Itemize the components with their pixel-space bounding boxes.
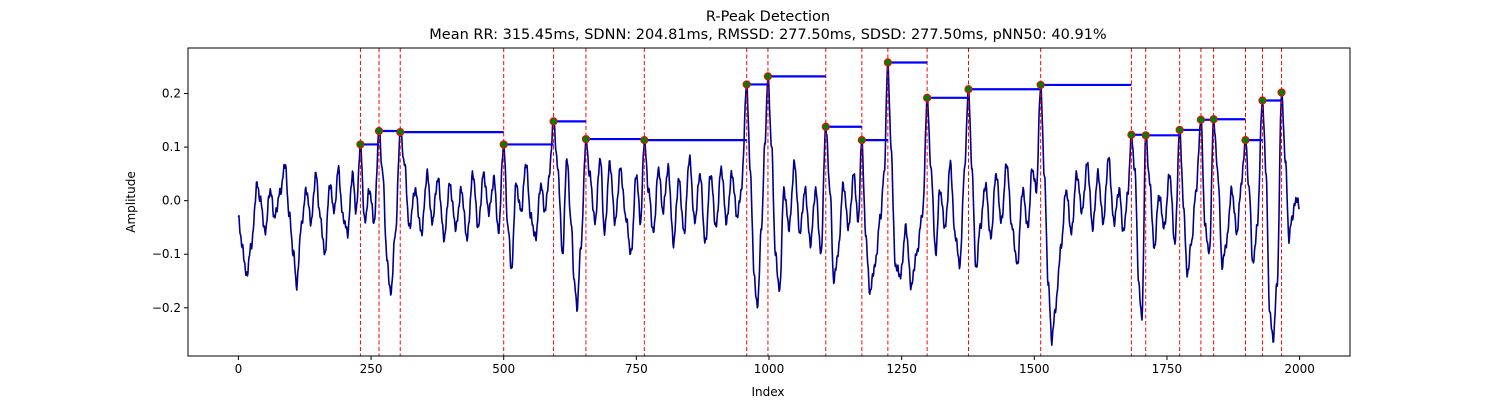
y-tick-label-4: 0.2: [162, 87, 181, 101]
plot-content: [237, 48, 1300, 356]
peak-marker-2: [396, 127, 405, 137]
x-tick-label-8: 2000: [1284, 362, 1315, 376]
peak-marker-19: [1209, 115, 1218, 124]
x-axis-label: Index: [751, 385, 784, 399]
axes: 0 250 500 750 1000 1250 1500 1750 2000 −0.2 −0.1 0.…: [152, 47, 1351, 376]
peak-marker-18: [1196, 115, 1206, 124]
chart-subtitle: Mean RR: 315.45ms, SDNN: 204.81ms, RMSSD…: [429, 27, 1106, 43]
y-tick-label-2: 0.0: [162, 194, 181, 208]
peak-marker-0: [356, 140, 365, 149]
peak-marker-7: [742, 80, 751, 89]
y-axis-label: Amplitude: [124, 171, 138, 233]
peak-marker-21: [1258, 96, 1267, 105]
peak-marker-16: [1141, 131, 1150, 140]
x-tick-label-1: 250: [360, 362, 383, 376]
peak-marker-20: [1241, 136, 1250, 145]
peak-marker-8: [763, 72, 773, 81]
peak-marker-17: [1175, 125, 1184, 135]
x-tick-label-3: 750: [625, 362, 648, 376]
plot-area: [237, 48, 1300, 356]
peak-marker-4: [549, 117, 558, 126]
peak-marker-6: [640, 136, 649, 145]
x-tick-label-2: 500: [492, 362, 515, 376]
y-tick-label-3: 0.1: [162, 140, 181, 154]
ecg-signal-line: [237, 61, 1300, 346]
peak-marker-9: [821, 122, 830, 131]
x-tick-label-0: 0: [235, 362, 243, 376]
x-tick-label-5: 1250: [886, 362, 917, 376]
peak-marker-15: [1127, 130, 1136, 139]
peak-marker-10: [857, 136, 866, 145]
x-tick-label-6: 1500: [1019, 362, 1050, 376]
peak-marker-1: [374, 126, 384, 136]
peak-marker-3: [499, 140, 508, 149]
y-tick-label-1: −0.1: [152, 247, 181, 261]
y-tick-label-0: −0.2: [152, 301, 181, 315]
x-tick-label-4: 1000: [754, 362, 785, 376]
peak-marker-11: [883, 58, 892, 67]
peak-marker-5: [581, 134, 591, 144]
peak-marker-22: [1277, 88, 1286, 97]
peak-marker-14: [1036, 80, 1045, 90]
peak-marker-12: [923, 93, 932, 102]
peak-marker-13: [964, 85, 973, 94]
x-tick-label-7: 1750: [1152, 362, 1183, 376]
chart-title: R-Peak Detection: [706, 9, 830, 25]
